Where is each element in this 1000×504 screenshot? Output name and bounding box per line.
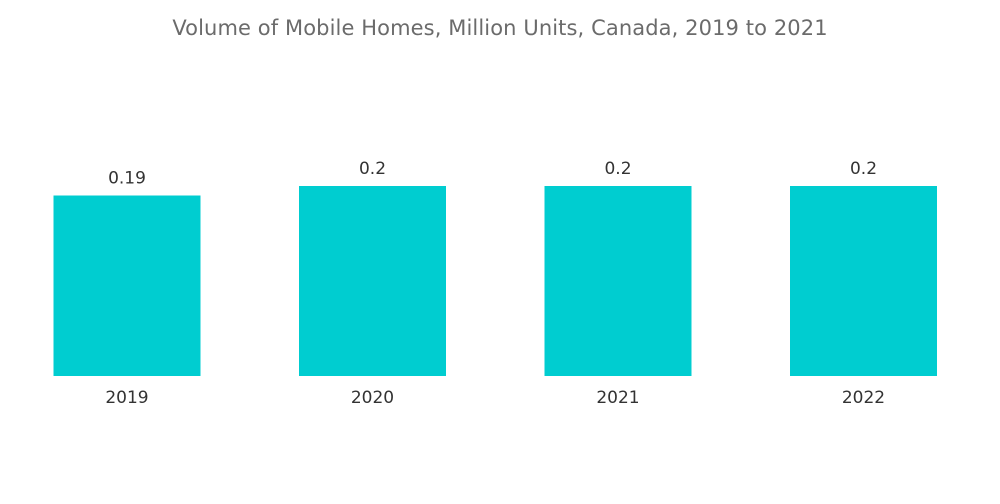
bar-2020 <box>299 186 446 376</box>
data-label-2021: 0.2 <box>604 159 631 179</box>
x-tick-label-2021: 2021 <box>596 388 639 408</box>
data-label-2022: 0.2 <box>850 159 877 179</box>
bar-2022 <box>790 186 937 376</box>
x-tick-label-2020: 2020 <box>351 388 394 408</box>
chart-title: Volume of Mobile Homes, Million Units, C… <box>172 16 828 40</box>
data-labels-layer: 0.19 0.2 0.2 0.2 <box>108 159 877 189</box>
bar-2021 <box>544 186 692 376</box>
bar-2019 <box>53 195 201 376</box>
bars-layer <box>53 186 937 376</box>
x-tick-label-2022: 2022 <box>842 388 885 408</box>
data-label-2019: 0.19 <box>108 169 146 189</box>
data-label-2020: 0.2 <box>359 159 386 179</box>
x-tick-label-2019: 2019 <box>105 388 148 408</box>
x-tick-labels-layer: 2019 2020 2021 2022 <box>105 388 885 408</box>
